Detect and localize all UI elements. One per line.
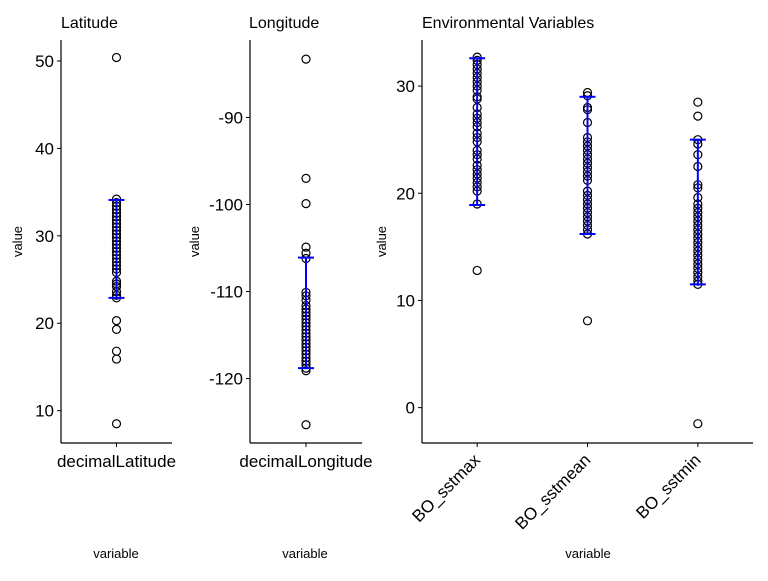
data-point [111, 316, 122, 326]
x-tick-label: BO_sstmean [511, 450, 594, 533]
data-point [693, 419, 703, 429]
panel-0: Latitude 10 20 30 40 50 value variable decimalLa… [10, 15, 176, 561]
data-point [301, 199, 311, 209]
y-tick-label: -120 [209, 370, 243, 389]
y-tick-label: 0 [406, 399, 415, 418]
data-point [472, 265, 482, 276]
data-point [582, 316, 593, 326]
y-tick-label: -90 [218, 108, 243, 127]
data-point [111, 52, 122, 63]
y-axis-title: value [374, 226, 389, 257]
y-axis-title: value [187, 226, 202, 257]
y-axis-title: value [10, 226, 25, 257]
y-tick-label: 10 [396, 291, 415, 310]
panel-title: Longitude [249, 15, 319, 32]
x-tick-label: decimalLatitude [57, 452, 176, 471]
y-tick-label: 10 [35, 402, 54, 421]
x-axis-title: variable [282, 546, 328, 561]
data-point [301, 54, 311, 64]
y-tick-label: -100 [209, 196, 243, 215]
data-point [301, 242, 311, 252]
data-point [693, 111, 703, 121]
data-point [693, 97, 703, 107]
x-axis-title: variable [93, 546, 139, 561]
panel-title: Latitude [61, 15, 118, 32]
panel-2: Environmental Variables 0 10 20 30 value varia… [374, 15, 753, 561]
data-point [111, 419, 122, 429]
data-point [111, 354, 122, 364]
y-tick-label: -110 [210, 283, 243, 302]
y-tick-label: 50 [35, 52, 54, 71]
panel-1: Longitude -90 -100 -110 -120 value variable dec… [187, 15, 373, 561]
y-tick-label: 30 [396, 77, 415, 96]
y-tick-label: 40 [35, 139, 54, 158]
y-tick-label: 20 [396, 184, 415, 203]
y-tick-label: 30 [35, 227, 54, 246]
y-tick-label: 20 [35, 314, 54, 333]
x-axis-title: variable [565, 546, 611, 561]
data-point [301, 420, 311, 430]
x-tick-label: BO_sstmax [408, 450, 484, 526]
data-point [301, 173, 311, 183]
x-tick-label: BO_sstmin [632, 450, 704, 522]
data-point [111, 346, 122, 356]
panel-title: Environmental Variables [422, 15, 594, 32]
data-point [111, 324, 122, 334]
x-tick-label: decimalLongitude [239, 452, 372, 471]
